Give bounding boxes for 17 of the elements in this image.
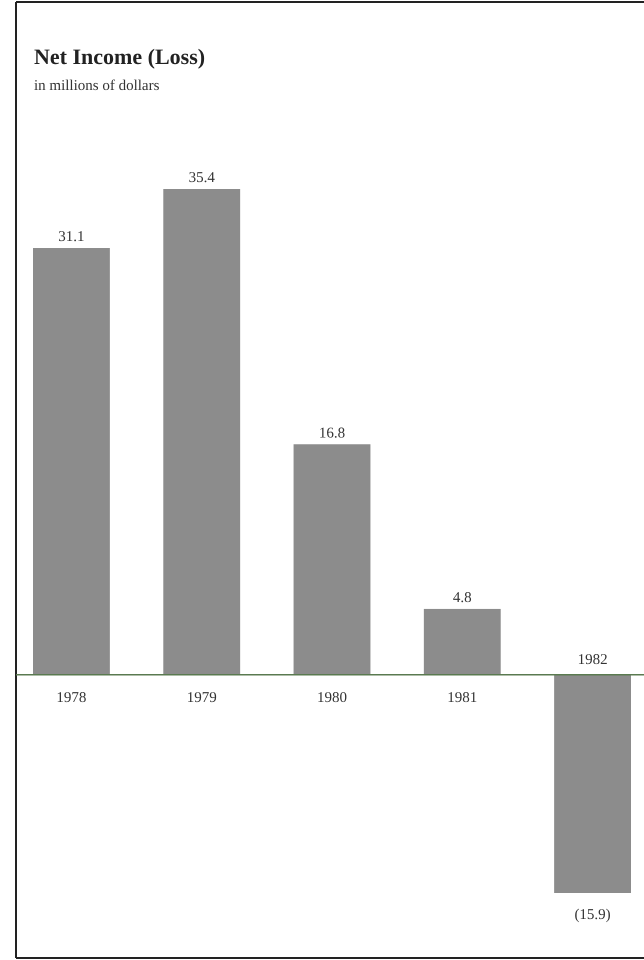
- chart-subtitle: in millions of dollars: [34, 78, 160, 94]
- bar: [554, 674, 631, 893]
- x-tick-label: 1982: [578, 652, 608, 668]
- x-tick-label: 1981: [447, 690, 478, 706]
- bar: [424, 608, 501, 675]
- bar: [163, 189, 240, 675]
- x-tick-label: 1980: [317, 690, 347, 706]
- data-label: 35.4: [188, 170, 216, 186]
- bar: [294, 444, 370, 675]
- data-label: 16.8: [318, 425, 346, 442]
- bar: [33, 248, 110, 675]
- data-label: 31.1: [58, 229, 85, 246]
- x-tick-label: 1978: [56, 690, 86, 706]
- x-tick-label: 1979: [186, 690, 217, 706]
- chart-title: Net Income (Loss): [34, 44, 206, 69]
- data-label: (15.9): [574, 907, 611, 923]
- data-label: 4.8: [452, 590, 472, 606]
